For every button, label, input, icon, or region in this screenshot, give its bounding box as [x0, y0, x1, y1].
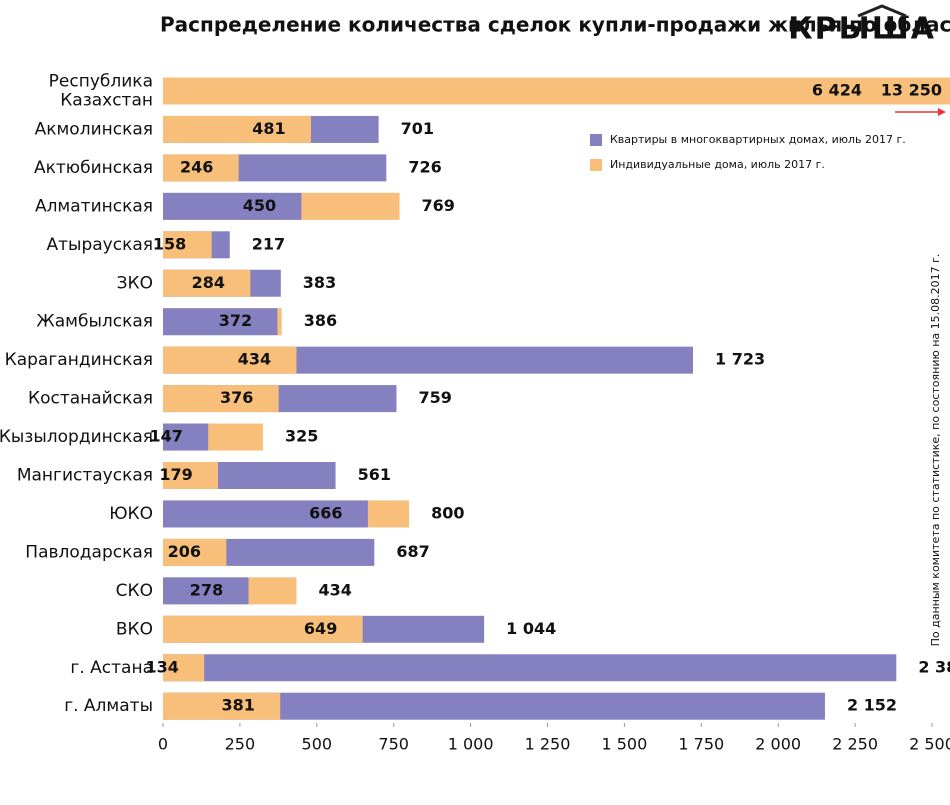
- category-label: ЗКО: [117, 273, 153, 293]
- value-label: 2 384: [918, 657, 950, 676]
- bar: [163, 385, 279, 413]
- value-label: 383: [303, 273, 336, 292]
- value-label: 147: [150, 427, 183, 446]
- value-label: 325: [285, 427, 318, 446]
- category-label: Алматинская: [35, 196, 153, 216]
- value-label: 726: [408, 157, 441, 176]
- value-label: 2 152: [847, 696, 897, 715]
- x-tick-label: 1 500: [601, 735, 647, 754]
- category-label: г. Астана: [70, 658, 153, 678]
- x-tick-label: 1 750: [678, 735, 724, 754]
- x-tick-label: 750: [378, 735, 409, 754]
- value-label: 217: [252, 234, 285, 253]
- value-label: 666: [309, 503, 342, 522]
- x-tick-label: 500: [302, 735, 333, 754]
- bar: [163, 538, 227, 566]
- category-label: Карагандинская: [5, 350, 153, 370]
- value-label: 1 044: [506, 619, 556, 638]
- category-label: Республика Казахстан: [49, 72, 153, 111]
- category-label: Жамбылская: [36, 312, 153, 332]
- category-label: Костанайская: [28, 389, 153, 409]
- bar: [163, 308, 278, 336]
- logo: КРЫША: [788, 12, 936, 47]
- value-label: 381: [221, 696, 254, 715]
- bar: [163, 154, 239, 182]
- bar: [163, 692, 281, 720]
- legend-swatch: [590, 159, 602, 171]
- source-note: По данным комитета по статистике, по сос…: [929, 254, 942, 647]
- value-label: 158: [153, 234, 186, 253]
- value-label: 134: [146, 657, 179, 676]
- x-tick-label: 1 000: [448, 735, 494, 754]
- category-label: ЮКО: [109, 504, 153, 524]
- bar: [163, 654, 897, 682]
- value-label: 246: [180, 157, 213, 176]
- bar: [163, 423, 209, 451]
- value-label: 701: [401, 119, 434, 138]
- bar: [163, 500, 368, 528]
- legend-swatch: [590, 134, 602, 146]
- legend-label: Индивидуальные дома, июль 2017 г.: [610, 158, 825, 171]
- x-tick-label: 2 250: [832, 735, 878, 754]
- value-label: 1 723: [715, 350, 765, 369]
- category-label: Павлодарская: [25, 542, 153, 562]
- value-label: 278: [190, 580, 223, 599]
- bar: [163, 615, 363, 643]
- bar: [163, 346, 297, 374]
- value-label: 687: [396, 542, 429, 561]
- value-label: 434: [318, 580, 351, 599]
- category-label: Атырауская: [47, 235, 153, 255]
- x-tick-label: 0: [158, 735, 168, 754]
- category-label: Кызылординская: [0, 427, 153, 447]
- x-tick-label: 2 500: [909, 735, 950, 754]
- overflow-arrow-head: [938, 108, 946, 116]
- bar: [163, 115, 311, 143]
- value-label: 481: [252, 119, 285, 138]
- value-label: 434: [238, 350, 271, 369]
- value-label: 800: [431, 503, 464, 522]
- value-label: 649: [304, 619, 337, 638]
- category-label: Актюбинская: [34, 158, 153, 178]
- value-label: 206: [168, 542, 201, 561]
- bar: [163, 77, 950, 105]
- plot-area: [163, 77, 950, 720]
- value-label: 450: [243, 196, 276, 215]
- category-label: СКО: [116, 581, 153, 601]
- bar: [163, 462, 219, 489]
- logo-roof: [857, 4, 907, 18]
- legend-label: Квартиры в многоквартирных домах, июль 2…: [610, 133, 906, 146]
- value-label: 561: [358, 465, 391, 484]
- value-label: 376: [220, 388, 253, 407]
- x-tick-label: 2 000: [755, 735, 801, 754]
- category-label: ВКО: [116, 619, 153, 639]
- value-label: 372: [219, 311, 252, 330]
- bar: [163, 577, 249, 605]
- bar: [163, 654, 205, 682]
- value-label: 284: [192, 273, 225, 292]
- category-label: Акмолинская: [35, 119, 153, 139]
- value-label: 386: [304, 311, 337, 330]
- x-tick-label: 250: [225, 735, 256, 754]
- value-label: 179: [159, 465, 192, 484]
- category-label: Мангистауская: [17, 466, 153, 486]
- category-label: г. Алматы: [64, 696, 153, 716]
- chart-title: Распределение количества сделок купли-пр…: [160, 13, 950, 37]
- value-label: 13 250: [881, 81, 942, 100]
- bar: [163, 231, 212, 259]
- bar: [163, 269, 251, 297]
- bar: [163, 192, 302, 220]
- value-label: 769: [422, 196, 455, 215]
- value-label: 6 424: [812, 81, 862, 100]
- x-tick-label: 1 250: [525, 735, 571, 754]
- value-label: 759: [418, 388, 451, 407]
